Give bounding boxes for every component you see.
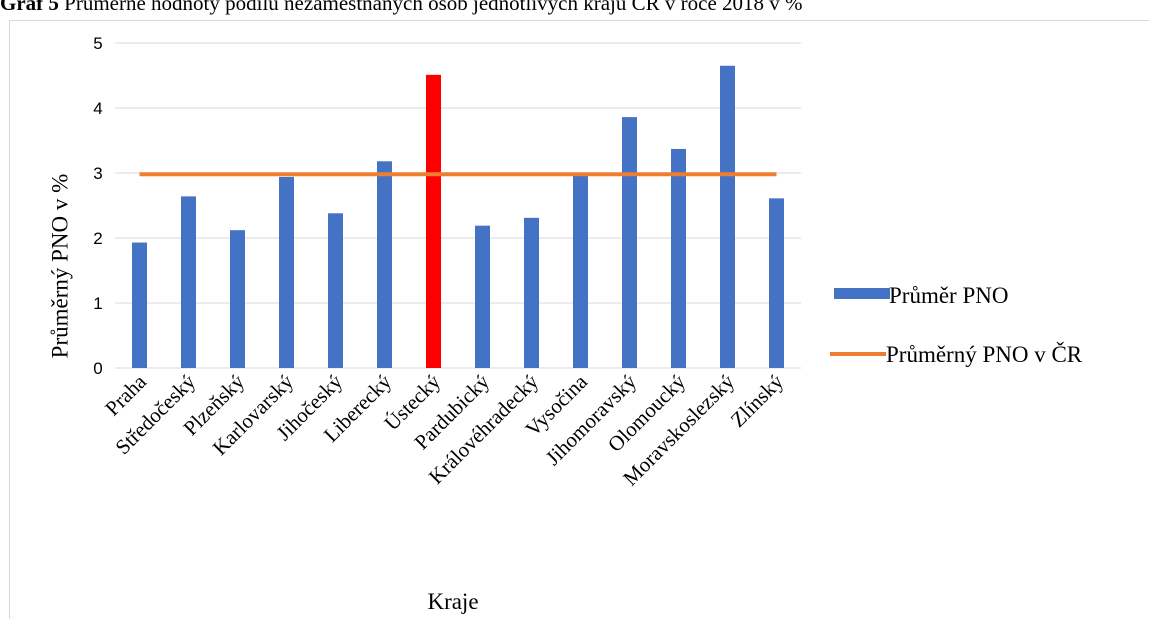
x-tick-label: Zlínský (726, 369, 789, 432)
gridlines (115, 42, 801, 369)
bar (230, 230, 245, 368)
y-tick-label: 2 (93, 229, 102, 248)
legend: Průměr PNO Průměrný PNO v ČR (830, 283, 1083, 367)
bar (769, 198, 784, 368)
bar (475, 225, 490, 368)
y-tick-label: 1 (93, 294, 102, 313)
bar (377, 161, 392, 368)
y-tick-label: 3 (93, 164, 102, 183)
legend-label-line: Průměrný PNO v ČR (886, 341, 1083, 367)
legend-swatch-bar (834, 288, 890, 299)
bar (181, 196, 196, 368)
bar (524, 217, 539, 368)
caption-text: Průměrné hodnoty podílu nezaměstnaných o… (58, 0, 803, 15)
y-axis-title: Průměrný PNO v % (47, 174, 72, 359)
caption-prefix: Graf 5 (0, 0, 59, 15)
y-tick-label: 5 (93, 34, 102, 53)
bar (622, 117, 637, 368)
bar (671, 148, 686, 368)
chart-frame: 0 1 2 3 4 5 Praha Středočeský Plzeňský Karlovars… (9, 20, 1149, 619)
x-axis-labels: PrahaStředočeskýPlzeňskýKarlovarskýJihoč… (100, 369, 788, 490)
bar (720, 65, 735, 368)
bar (328, 213, 343, 368)
bar (573, 174, 588, 368)
bar (132, 242, 147, 368)
y-tick-label: 0 (93, 359, 102, 378)
figure-caption: Graf 5 Průměrné hodnoty podílu nezaměstn… (0, 0, 1165, 15)
x-axis-title: Kraje (427, 589, 478, 614)
y-axis-ticks: 0 1 2 3 4 5 (93, 34, 102, 378)
bar-chart: 0 1 2 3 4 5 PrahaStředočeskýPlzeňskýKarlovars… (47, 34, 1083, 614)
bar (279, 176, 294, 368)
bar (426, 74, 441, 368)
bars (132, 65, 784, 368)
legend-label-bar: Průměr PNO (889, 283, 1008, 308)
y-tick-label: 4 (93, 99, 102, 118)
